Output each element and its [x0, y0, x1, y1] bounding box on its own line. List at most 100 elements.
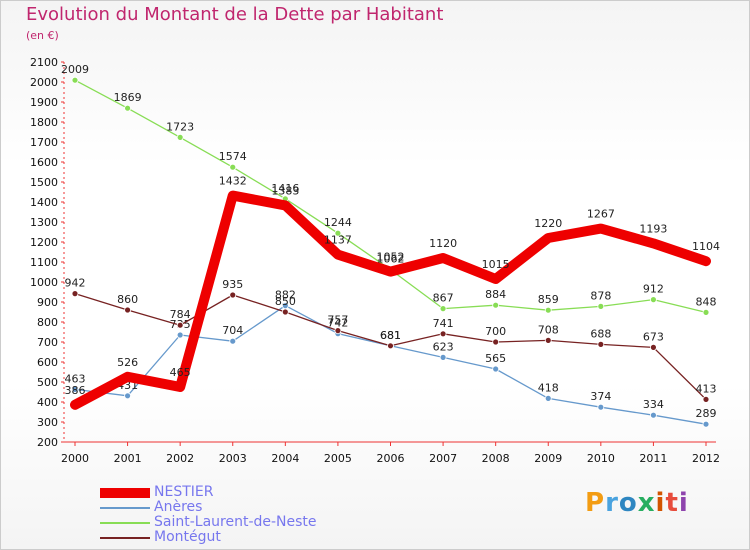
y-tick-label: 2100 — [30, 56, 58, 69]
data-label: 2009 — [61, 63, 89, 76]
y-tick-label: 700 — [37, 336, 58, 349]
data-label: 681 — [380, 329, 401, 342]
data-point — [492, 338, 500, 346]
data-point — [544, 336, 552, 344]
data-point — [544, 234, 552, 242]
chart-title: Evolution du Montant de la Dette par Hab… — [26, 4, 444, 25]
data-label: 289 — [696, 407, 717, 420]
brand-letter: x — [637, 488, 656, 518]
data-label: 757 — [327, 314, 348, 327]
data-label: 463 — [65, 372, 86, 385]
y-tick-label: 1100 — [30, 256, 58, 269]
data-label: 1120 — [429, 237, 457, 250]
data-point — [176, 383, 184, 391]
y-tick-label: 300 — [37, 416, 58, 429]
y-tick-label: 1900 — [30, 96, 58, 109]
data-point — [597, 225, 605, 233]
legend-swatch — [100, 537, 150, 539]
y-tick-label: 900 — [37, 296, 58, 309]
data-point — [439, 330, 447, 338]
data-label: 784 — [170, 308, 191, 321]
legend-swatch — [100, 522, 150, 524]
data-label: 413 — [696, 382, 717, 395]
data-label: 1244 — [324, 216, 352, 229]
data-label: 1432 — [219, 175, 247, 188]
data-label: 1416 — [271, 182, 299, 195]
data-label: 688 — [590, 327, 611, 340]
data-point — [124, 104, 131, 112]
data-point — [229, 192, 237, 200]
data-point — [544, 306, 552, 314]
y-tick-label: 1700 — [30, 136, 58, 149]
data-point — [387, 342, 394, 350]
data-point — [124, 306, 131, 314]
data-point — [439, 353, 447, 361]
x-tick-label: 2000 — [61, 452, 89, 465]
data-label: 912 — [643, 283, 664, 296]
brand-letter: i — [655, 488, 666, 518]
data-point — [492, 365, 500, 373]
data-label: 859 — [538, 293, 559, 306]
data-point — [439, 305, 447, 313]
data-point — [702, 308, 710, 316]
data-point — [650, 411, 657, 419]
data-label: 1723 — [166, 120, 194, 133]
x-tick-label: 2002 — [166, 452, 194, 465]
data-point — [492, 275, 500, 283]
y-tick-label: 600 — [37, 356, 58, 369]
legend-label: Montégut — [154, 529, 221, 545]
brand-letter: t — [665, 488, 679, 518]
data-label: 878 — [590, 289, 611, 302]
data-point — [492, 301, 500, 309]
data-label: 465 — [170, 366, 191, 379]
data-point — [544, 394, 552, 402]
data-point — [597, 302, 605, 310]
data-point — [124, 392, 131, 400]
data-label: 1193 — [639, 222, 667, 235]
x-tick-label: 2006 — [377, 452, 405, 465]
data-label: 1062 — [377, 253, 405, 266]
data-point — [702, 420, 710, 428]
data-label: 1383 — [271, 184, 299, 197]
y-tick-label: 2000 — [30, 76, 58, 89]
brand-letter: r — [605, 488, 619, 518]
data-point — [334, 251, 342, 259]
data-label: 741 — [433, 317, 454, 330]
y-tick-label: 1500 — [30, 176, 58, 189]
y-tick-label: 1800 — [30, 116, 58, 129]
y-tick-label: 200 — [37, 436, 58, 449]
y-tick-label: 500 — [37, 376, 58, 389]
brand-logo: Proxiti — [585, 488, 689, 518]
data-point — [439, 254, 447, 262]
data-point — [597, 403, 605, 411]
data-point — [650, 239, 657, 247]
data-label: 623 — [433, 340, 454, 353]
data-label: 334 — [643, 398, 664, 411]
data-point — [176, 133, 184, 141]
data-label: 418 — [538, 381, 559, 394]
data-label: 673 — [643, 330, 664, 343]
data-point — [281, 201, 289, 209]
data-label: 1267 — [587, 208, 615, 221]
data-point — [650, 296, 657, 304]
data-label: 742 — [327, 317, 348, 330]
x-tick-label: 2008 — [482, 452, 510, 465]
y-tick-label: 1300 — [30, 216, 58, 229]
data-point — [229, 291, 237, 299]
data-label: 700 — [485, 325, 506, 338]
x-tick-label: 2010 — [587, 452, 615, 465]
y-tick-label: 400 — [37, 396, 58, 409]
data-label: 1015 — [482, 258, 510, 271]
data-point — [702, 257, 710, 265]
data-point — [334, 229, 342, 237]
data-point — [597, 340, 605, 348]
data-label: 374 — [590, 390, 611, 403]
data-label: 704 — [222, 324, 243, 337]
data-point — [124, 373, 131, 381]
data-point — [387, 268, 394, 276]
data-label: 1869 — [114, 91, 142, 104]
data-label: 848 — [696, 295, 717, 308]
y-tick-label: 1000 — [30, 276, 58, 289]
data-point — [229, 163, 237, 171]
